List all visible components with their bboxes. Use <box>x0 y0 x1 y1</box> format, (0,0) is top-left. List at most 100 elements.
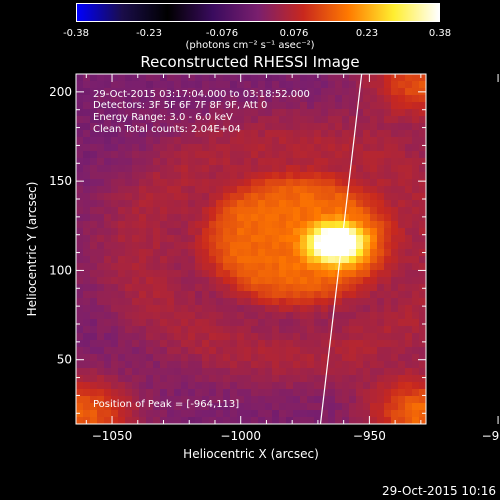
heatmap-cell <box>384 403 392 411</box>
heatmap-cell <box>286 347 294 355</box>
heatmap-cell <box>181 319 189 327</box>
heatmap-cell <box>279 354 287 362</box>
heatmap-cell <box>384 263 392 271</box>
heatmap-cell <box>342 375 350 383</box>
heatmap-cell <box>307 179 315 187</box>
heatmap-cell <box>90 214 98 222</box>
heatmap-cell <box>111 403 119 411</box>
heatmap-cell <box>363 403 371 411</box>
heatmap-cell <box>223 221 231 229</box>
heatmap-cell <box>286 326 294 334</box>
heatmap-cell <box>293 333 301 341</box>
heatmap-cell <box>132 123 140 131</box>
heatmap-cell <box>335 221 343 229</box>
heatmap-cell <box>419 417 426 424</box>
heatmap-cell <box>244 263 252 271</box>
heatmap-cell <box>153 235 161 243</box>
heatmap-cell <box>104 200 112 208</box>
heatmap-cell <box>321 410 329 418</box>
heatmap-cell <box>167 333 175 341</box>
heatmap-cell <box>174 235 182 243</box>
heatmap-cell <box>321 179 329 187</box>
heatmap-cell <box>300 81 308 89</box>
heatmap-cell <box>174 319 182 327</box>
plot-frame <box>75 73 427 425</box>
heatmap-cell <box>90 298 98 306</box>
heatmap-cell <box>391 263 399 271</box>
heatmap-cell <box>174 186 182 194</box>
heatmap-cell <box>230 368 238 376</box>
heatmap-cell <box>279 123 287 131</box>
heatmap-cell <box>286 130 294 138</box>
heatmap-cell <box>335 312 343 320</box>
heatmap-cell <box>202 347 210 355</box>
heatmap-cell <box>188 284 196 292</box>
heatmap-cell <box>370 179 378 187</box>
heatmap-cell <box>342 312 350 320</box>
heatmap-cell <box>279 249 287 257</box>
heatmap-cell <box>377 396 385 404</box>
heatmap-cell <box>132 326 140 334</box>
heatmap-cell <box>111 417 119 424</box>
heatmap-cell <box>132 207 140 215</box>
heatmap-cell <box>153 277 161 285</box>
heatmap-cell <box>195 221 203 229</box>
heatmap-cell <box>237 403 245 411</box>
heatmap-cell <box>153 270 161 278</box>
heatmap-cell <box>209 158 217 166</box>
heatmap-cell <box>412 186 420 194</box>
heatmap-cell <box>146 270 154 278</box>
heatmap-cell <box>328 74 336 82</box>
heatmap-cell <box>125 144 133 152</box>
heatmap-cell <box>216 193 224 201</box>
heatmap-cell <box>412 207 420 215</box>
heatmap-cell <box>125 137 133 145</box>
heatmap-cell <box>174 312 182 320</box>
heatmap-cell <box>370 347 378 355</box>
heatmap-cell <box>153 102 161 110</box>
heatmap-cell <box>363 347 371 355</box>
heatmap-cell <box>244 74 252 82</box>
heatmap-cell <box>97 298 105 306</box>
heatmap-cell <box>293 319 301 327</box>
heatmap-cell <box>293 123 301 131</box>
heatmap-cell <box>146 116 154 124</box>
heatmap-cell <box>279 235 287 243</box>
heatmap-cell <box>83 312 91 320</box>
heatmap-cell <box>237 165 245 173</box>
heatmap-cell <box>125 179 133 187</box>
heatmap-cell <box>293 172 301 180</box>
heatmap-cell <box>370 123 378 131</box>
heatmap-cell <box>209 291 217 299</box>
heatmap-cell <box>125 123 133 131</box>
heatmap-cell <box>419 207 426 215</box>
heatmap-cell <box>146 284 154 292</box>
heatmap-cell <box>377 340 385 348</box>
heatmap-cell <box>223 361 231 369</box>
heatmap-cell <box>90 326 98 334</box>
heatmap-cell <box>419 123 426 131</box>
heatmap-cell <box>223 333 231 341</box>
heatmap-cell <box>258 186 266 194</box>
heatmap-cell <box>153 417 161 424</box>
heatmap-cell <box>363 221 371 229</box>
heatmap-cell <box>335 214 343 222</box>
heatmap-cell <box>111 354 119 362</box>
heatmap-cell <box>153 347 161 355</box>
heatmap-cell <box>307 354 315 362</box>
heatmap-cell <box>279 151 287 159</box>
heatmap-cell <box>188 312 196 320</box>
heatmap-cell <box>139 95 147 103</box>
heatmap-cell <box>405 207 413 215</box>
heatmap-cell <box>356 95 364 103</box>
heatmap-cell <box>300 137 308 145</box>
heatmap-cell <box>160 207 168 215</box>
heatmap-cell <box>363 228 371 236</box>
heatmap-cell <box>118 389 126 397</box>
heatmap-cell <box>405 172 413 180</box>
heatmap-cell <box>104 403 112 411</box>
heatmap-cell <box>125 354 133 362</box>
heatmap-cell <box>265 228 273 236</box>
heatmap-cell <box>363 158 371 166</box>
heatmap-cell <box>181 165 189 173</box>
